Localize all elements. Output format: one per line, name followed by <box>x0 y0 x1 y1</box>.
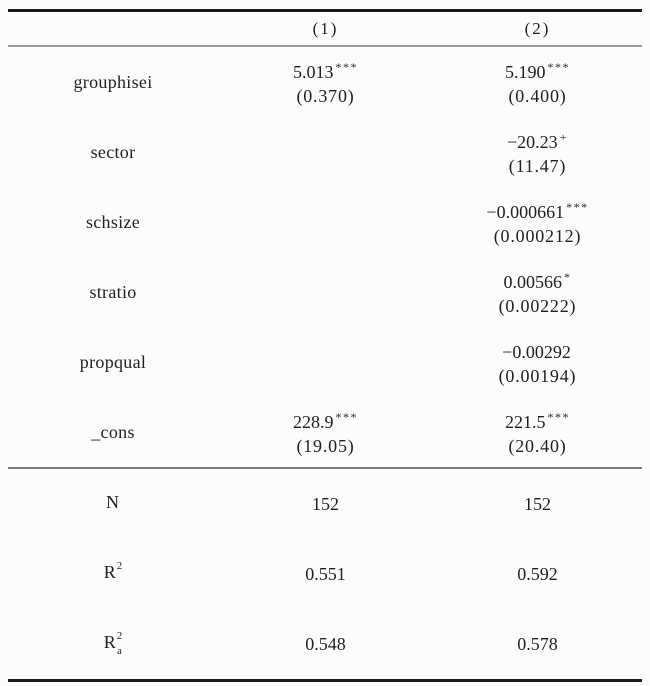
coef-cell-model1 <box>218 327 433 397</box>
mid-rule <box>8 467 642 469</box>
row-cons: _cons 228.9 *** (19.05) 221.5 *** (20.40) <box>8 397 642 467</box>
coef-cell-model1: 5.013 *** (0.370) <box>218 47 433 117</box>
coefficient: −0.00292 <box>502 342 571 362</box>
coefficient-value: 221.5 *** <box>433 403 642 432</box>
standard-error <box>218 222 433 251</box>
coefficient: 5.190 <box>505 62 546 82</box>
standard-error <box>218 152 433 181</box>
significance-stars: *** <box>335 60 358 74</box>
standard-error <box>218 292 433 321</box>
stat-value-model2: 0.578 <box>517 633 558 654</box>
significance-plus: + <box>559 130 568 144</box>
coefficient-value: −0.00292 <box>433 333 642 362</box>
stat-label-text: N <box>106 492 119 513</box>
stat-subscript: a <box>117 645 122 657</box>
coefficient: 0.00566 <box>503 272 563 292</box>
stat-label-text: R <box>103 562 116 583</box>
coefficient-value: 228.9 *** <box>218 403 433 432</box>
standard-error: (20.40) <box>508 436 567 456</box>
standard-error: (0.00194) <box>498 366 577 386</box>
stat-value-model2: 0.592 <box>517 563 558 584</box>
row-label: schsize <box>85 211 141 232</box>
coefficient: −20.23 <box>507 132 558 152</box>
coefficient-value: −0.000661 *** <box>433 193 642 222</box>
row-label: grouphisei <box>73 71 153 92</box>
coef-cell-model2: −20.23 + (11.47) <box>433 117 642 187</box>
significance-stars: *** <box>547 410 570 424</box>
significance-stars: * <box>564 270 572 284</box>
standard-error: (0.00222) <box>498 296 577 316</box>
row-label: stratio <box>89 281 137 302</box>
standard-error <box>218 362 433 391</box>
stat-superscript: 2 <box>116 560 123 572</box>
coefficient-value <box>218 123 433 152</box>
significance-stars: *** <box>566 200 589 214</box>
bottom-rule <box>8 679 642 682</box>
stat-value-model1: 0.548 <box>305 633 346 654</box>
row-stratio: stratio 0.00566 * (0.00222) <box>8 257 642 327</box>
header-row: (1) (2) <box>8 12 642 45</box>
regression-table: (1) (2) grouphisei 5.013 *** (0.370) 5.19… <box>8 0 642 682</box>
stat-value-model1: 152 <box>312 493 339 514</box>
coefficient-value <box>218 333 433 362</box>
coefficient: 5.013 <box>293 62 334 82</box>
column-2-header: (2) <box>524 18 551 38</box>
header-rule <box>8 45 642 47</box>
coef-cell-model2: 221.5 *** (20.40) <box>433 397 642 467</box>
row-label: sector <box>90 141 136 162</box>
row-label: _cons <box>91 421 135 442</box>
coefficient-value: −20.23 + <box>433 123 642 152</box>
coefficient: 228.9 <box>293 412 334 432</box>
standard-error: (19.05) <box>296 436 355 456</box>
row-sector: sector −20.23 + (11.47) <box>8 117 642 187</box>
coefficient: −0.000661 <box>486 202 565 222</box>
row-n: N 152 152 <box>8 469 642 539</box>
coef-cell-model2: 5.190 *** (0.400) <box>433 47 642 117</box>
coef-cell-model1: 228.9 *** (19.05) <box>218 397 433 467</box>
standard-error: (0.000212) <box>493 226 582 246</box>
row-propqual: propqual −0.00292 (0.00194) <box>8 327 642 397</box>
row-schsize: schsize −0.000661 *** (0.000212) <box>8 187 642 257</box>
top-rule <box>8 9 642 12</box>
coefficient-value: 0.00566 * <box>433 263 642 292</box>
significance-stars: *** <box>547 60 570 74</box>
stat-label-scripts: 2 <box>117 561 123 587</box>
row-label: propqual <box>79 351 147 372</box>
coefficient: 221.5 <box>505 412 546 432</box>
row-grouphisei: grouphisei 5.013 *** (0.370) 5.190 *** (0.… <box>8 47 642 117</box>
coef-cell-model2: 0.00566 * (0.00222) <box>433 257 642 327</box>
coefficient-value: 5.013 *** <box>218 53 433 82</box>
coefficient-value: 5.190 *** <box>433 53 642 82</box>
stat-label: N <box>8 491 218 517</box>
coef-cell-model2: −0.000661 *** (0.000212) <box>433 187 642 257</box>
coef-cell-model1 <box>218 187 433 257</box>
column-1-header: (1) <box>312 18 339 38</box>
coef-cell-model1 <box>218 257 433 327</box>
coef-cell-model1 <box>218 117 433 187</box>
stat-superscript: 2 <box>116 630 123 642</box>
stat-value-model2: 152 <box>524 493 551 514</box>
standard-error: (0.370) <box>296 86 355 106</box>
stat-label-text: R <box>103 632 116 653</box>
significance-stars: *** <box>335 410 358 424</box>
coefficient-value <box>218 263 433 292</box>
coefficient-value <box>218 193 433 222</box>
coef-cell-model2: −0.00292 (0.00194) <box>433 327 642 397</box>
standard-error: (0.400) <box>508 86 567 106</box>
stat-value-model1: 0.551 <box>305 563 346 584</box>
standard-error: (11.47) <box>508 156 567 176</box>
